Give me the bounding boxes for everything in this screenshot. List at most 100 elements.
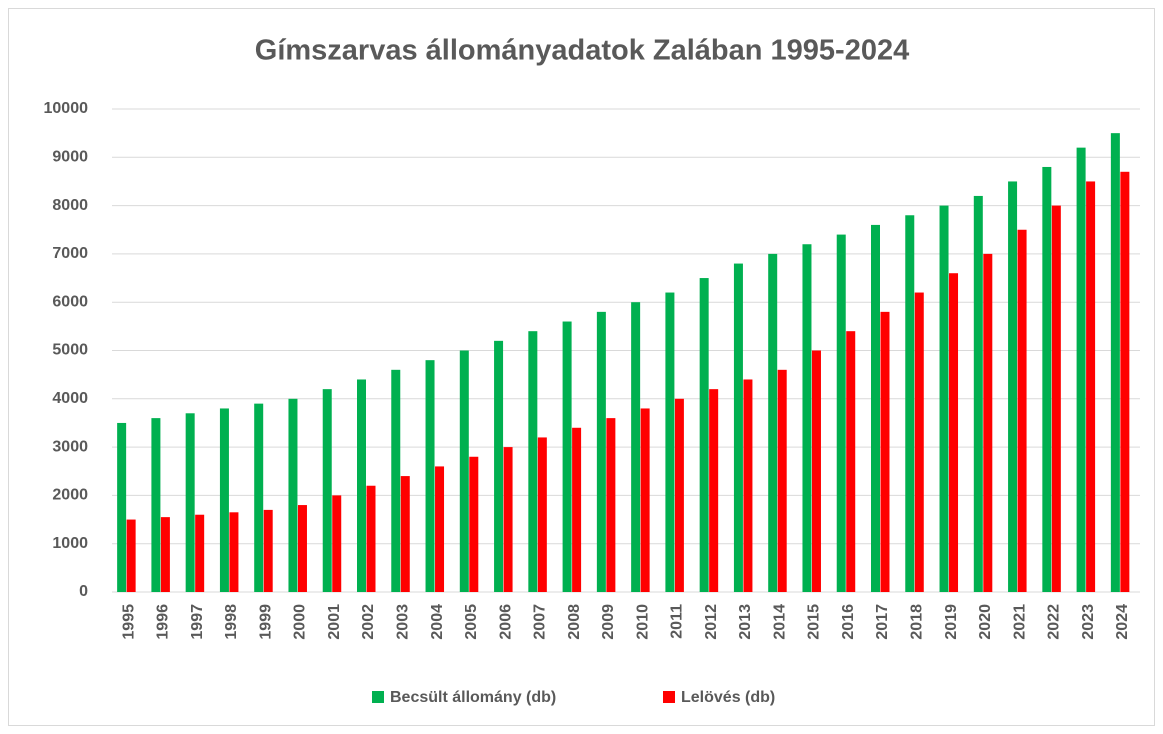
x-tick-label: 2001	[326, 604, 343, 640]
x-tick-label: 2014	[771, 604, 788, 640]
bar	[229, 512, 239, 592]
legend-label: Becsült állomány (db)	[390, 689, 556, 706]
y-tick-label: 0	[79, 583, 88, 600]
x-tick-label: 1998	[223, 604, 240, 640]
y-tick-label: 2000	[52, 487, 88, 504]
chart-title: Gímszarvas állományadatok Zalában 1995-2…	[255, 35, 909, 67]
y-tick-label: 3000	[52, 438, 88, 455]
x-tick-label: 2000	[292, 604, 309, 640]
bar	[391, 369, 401, 592]
bar	[1051, 205, 1061, 592]
x-tick-label: 2004	[429, 604, 446, 640]
bar	[425, 360, 435, 592]
x-tick-label: 2018	[908, 604, 925, 640]
y-tick-label: 4000	[52, 390, 88, 407]
x-tick-label: 1996	[155, 604, 172, 640]
legend-label: Lelövés (db)	[681, 689, 775, 706]
bar	[160, 517, 170, 592]
bar	[537, 437, 547, 592]
x-tick-label: 2005	[463, 604, 480, 640]
x-tick-label: 2021	[1011, 604, 1028, 640]
bar	[777, 369, 787, 592]
bar	[914, 292, 924, 592]
x-tick-label: 2007	[532, 604, 549, 640]
x-tick-label: 2019	[943, 604, 960, 640]
bar	[562, 321, 572, 592]
bar	[357, 379, 366, 592]
bar	[743, 379, 753, 592]
bar	[1008, 181, 1018, 592]
x-tick-label: 2003	[394, 604, 411, 640]
legend-swatch	[372, 691, 384, 703]
bar	[219, 408, 229, 592]
bar	[503, 447, 513, 592]
chart-frame	[8, 8, 1155, 726]
bar	[811, 350, 821, 592]
bar	[185, 413, 195, 592]
bar	[332, 495, 342, 592]
x-tick-label: 2006	[497, 604, 514, 640]
bar	[1042, 166, 1052, 592]
bar	[733, 263, 743, 592]
bar	[640, 408, 650, 592]
bar	[572, 427, 582, 592]
bar	[288, 398, 298, 592]
bar	[596, 311, 606, 592]
x-tick-label: 2022	[1046, 604, 1063, 640]
x-tick-label: 2008	[566, 604, 583, 640]
x-tick-label: 1999	[257, 604, 274, 640]
bar	[802, 244, 812, 593]
y-tick-label: 10000	[44, 100, 89, 117]
y-tick-label: 9000	[52, 149, 88, 166]
y-tick-label: 5000	[52, 342, 88, 359]
bar	[871, 224, 880, 593]
x-tick-label: 2023	[1080, 604, 1097, 640]
bar	[494, 340, 504, 592]
bar	[254, 403, 264, 592]
x-tick-label: 2024	[1114, 604, 1131, 640]
x-tick-label: 2011	[669, 604, 686, 639]
bar	[631, 302, 641, 592]
x-tick-label: 2010	[634, 604, 651, 640]
x-tick-label: 2016	[840, 604, 857, 640]
y-tick-label: 1000	[52, 535, 88, 552]
y-tick-label: 7000	[52, 245, 88, 262]
bar	[949, 273, 959, 592]
bar	[836, 234, 846, 592]
x-tick-label: 1995	[120, 604, 137, 640]
x-tick-label: 1997	[189, 604, 206, 640]
bar	[699, 278, 709, 592]
bar	[1076, 147, 1086, 592]
bar	[528, 331, 538, 592]
bar	[366, 485, 376, 592]
bar	[939, 205, 949, 592]
bar	[117, 422, 127, 592]
x-tick-label: 2002	[360, 604, 377, 640]
bar	[665, 292, 675, 592]
x-tick-label: 2017	[874, 604, 891, 640]
bar	[880, 311, 890, 592]
bar	[709, 389, 719, 592]
x-tick-label: 2015	[806, 604, 823, 640]
bar	[469, 456, 479, 592]
x-tick-label: 2012	[703, 604, 720, 640]
legend-swatch	[663, 691, 675, 703]
x-tick-label: 2020	[977, 604, 994, 640]
y-tick-label: 6000	[52, 293, 88, 310]
bar	[297, 505, 307, 592]
bar	[151, 418, 161, 592]
bar	[322, 389, 332, 592]
bar	[983, 253, 993, 592]
bar	[905, 215, 915, 592]
bar	[606, 418, 616, 592]
bar	[973, 195, 983, 592]
bar	[435, 466, 445, 592]
bar	[263, 509, 273, 592]
bar	[1120, 171, 1130, 593]
x-tick-label: 2013	[737, 604, 754, 640]
bar	[195, 514, 205, 592]
bar	[1086, 181, 1096, 592]
bar	[126, 519, 136, 592]
bar	[1110, 133, 1120, 592]
